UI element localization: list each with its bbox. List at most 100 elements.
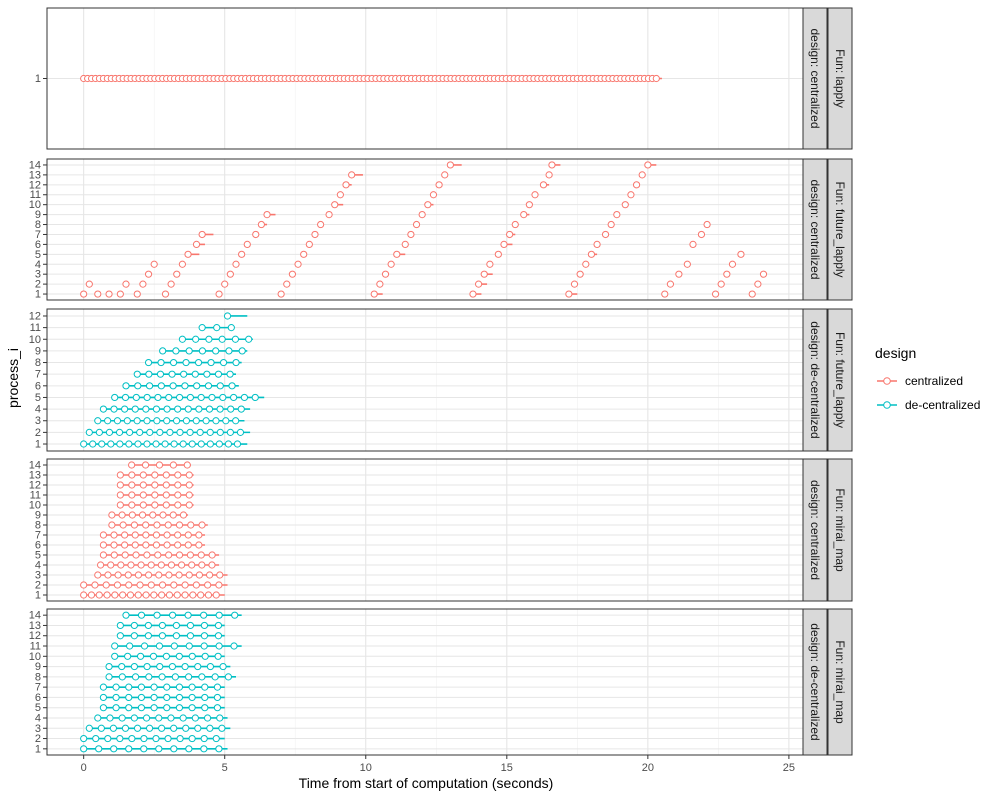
task-start-point: [198, 561, 206, 569]
task-start-point: [152, 405, 161, 413]
task-start-point: [205, 571, 214, 579]
task-start-point: [174, 471, 182, 479]
task-start-point: [213, 683, 222, 691]
task-start-point: [370, 290, 378, 298]
task-start-point: [570, 280, 579, 288]
task-start-point: [158, 621, 166, 630]
task-start-point: [300, 250, 308, 258]
task-start-point: [162, 501, 170, 509]
y-tick-label: 8: [35, 671, 41, 683]
task-start-point: [177, 561, 186, 569]
task-start-point: [697, 230, 706, 239]
task-start-point: [162, 652, 171, 660]
task-start-point: [245, 335, 253, 343]
strip-design: [802, 7, 828, 150]
task-start-point: [184, 531, 192, 539]
task-start-point: [85, 280, 93, 288]
task-start-point: [112, 693, 120, 702]
task-start-point: [171, 673, 179, 681]
task-start-point: [91, 581, 99, 589]
task-start-point: [204, 382, 213, 390]
task-start-point: [80, 734, 88, 743]
task-start-point: [161, 440, 169, 448]
task-start-point: [158, 581, 167, 589]
task-start-point: [288, 270, 297, 278]
task-start-point: [232, 358, 240, 367]
task-start-point: [175, 521, 184, 529]
task-start-point: [179, 511, 188, 519]
task-start-point: [216, 382, 224, 390]
task-start-point: [511, 220, 519, 229]
y-tick-label: 7: [35, 229, 41, 241]
task-start-point: [142, 714, 151, 722]
task-start-point: [185, 745, 193, 753]
task-start-point: [165, 571, 173, 579]
task-start-point: [336, 191, 344, 199]
task-start-point: [212, 591, 220, 599]
series-marks: [80, 161, 768, 298]
task-start-point: [134, 382, 142, 390]
strip-design: [802, 458, 828, 602]
task-start-point: [175, 683, 184, 691]
task-start-point: [215, 581, 223, 589]
task-start-point: [185, 501, 193, 509]
task-start-point: [184, 250, 192, 258]
task-start-point: [240, 393, 249, 402]
task-start-point: [412, 220, 421, 229]
task-start-point: [144, 632, 152, 640]
task-start-point: [182, 417, 191, 425]
task-start-point: [162, 471, 170, 479]
task-start-point: [627, 191, 635, 199]
task-start-point: [446, 161, 454, 169]
task-start-point: [198, 673, 206, 681]
task-start-point: [116, 491, 124, 499]
y-tick-label: 3: [35, 269, 41, 281]
task-start-point: [185, 481, 193, 489]
task-start-point: [601, 230, 610, 239]
task-start-point: [140, 745, 148, 753]
task-start-point: [151, 491, 159, 499]
task-start-point: [186, 551, 194, 559]
strip-fun: [827, 158, 853, 301]
task-start-point: [131, 405, 139, 413]
task-start-point: [192, 417, 200, 425]
task-start-point: [186, 428, 194, 436]
task-start-point: [108, 511, 116, 519]
task-start-point: [214, 652, 222, 660]
task-start-point: [169, 358, 178, 367]
task-start-point: [183, 461, 191, 469]
task-start-point: [149, 511, 157, 519]
task-start-point: [192, 335, 200, 343]
task-start-point: [99, 683, 108, 691]
strip-design-label: design: centralized: [808, 28, 822, 128]
series-marks: [80, 611, 242, 753]
task-start-point: [172, 417, 181, 425]
task-start-point: [188, 734, 196, 743]
task-start-point: [219, 662, 227, 671]
task-start-point: [170, 440, 178, 448]
task-start-point: [237, 405, 245, 413]
task-start-point: [169, 511, 177, 519]
x-tick-label: 20: [642, 762, 654, 774]
task-start-point: [80, 581, 88, 589]
series-marks: [80, 461, 228, 599]
y-tick-label: 2: [35, 580, 41, 592]
task-start-point: [133, 290, 141, 298]
y-tick-label: 12: [29, 630, 41, 642]
x-tick-label: 0: [81, 762, 87, 774]
task-start-point: [143, 440, 151, 448]
task-start-point: [251, 393, 259, 402]
task-start-point: [130, 714, 138, 722]
task-start-point: [188, 704, 196, 712]
task-start-point: [114, 571, 122, 579]
task-start-point: [109, 724, 118, 732]
task-start-point: [200, 734, 208, 743]
task-start-point: [208, 561, 216, 569]
x-axis-label: Time from start of computation (seconds): [299, 775, 554, 791]
y-axis-label: process_i: [5, 348, 21, 408]
task-start-point: [119, 521, 127, 529]
task-start-point: [152, 440, 160, 448]
task-start-point: [116, 481, 124, 489]
task-start-point: [173, 591, 181, 599]
task-start-point: [175, 393, 184, 402]
